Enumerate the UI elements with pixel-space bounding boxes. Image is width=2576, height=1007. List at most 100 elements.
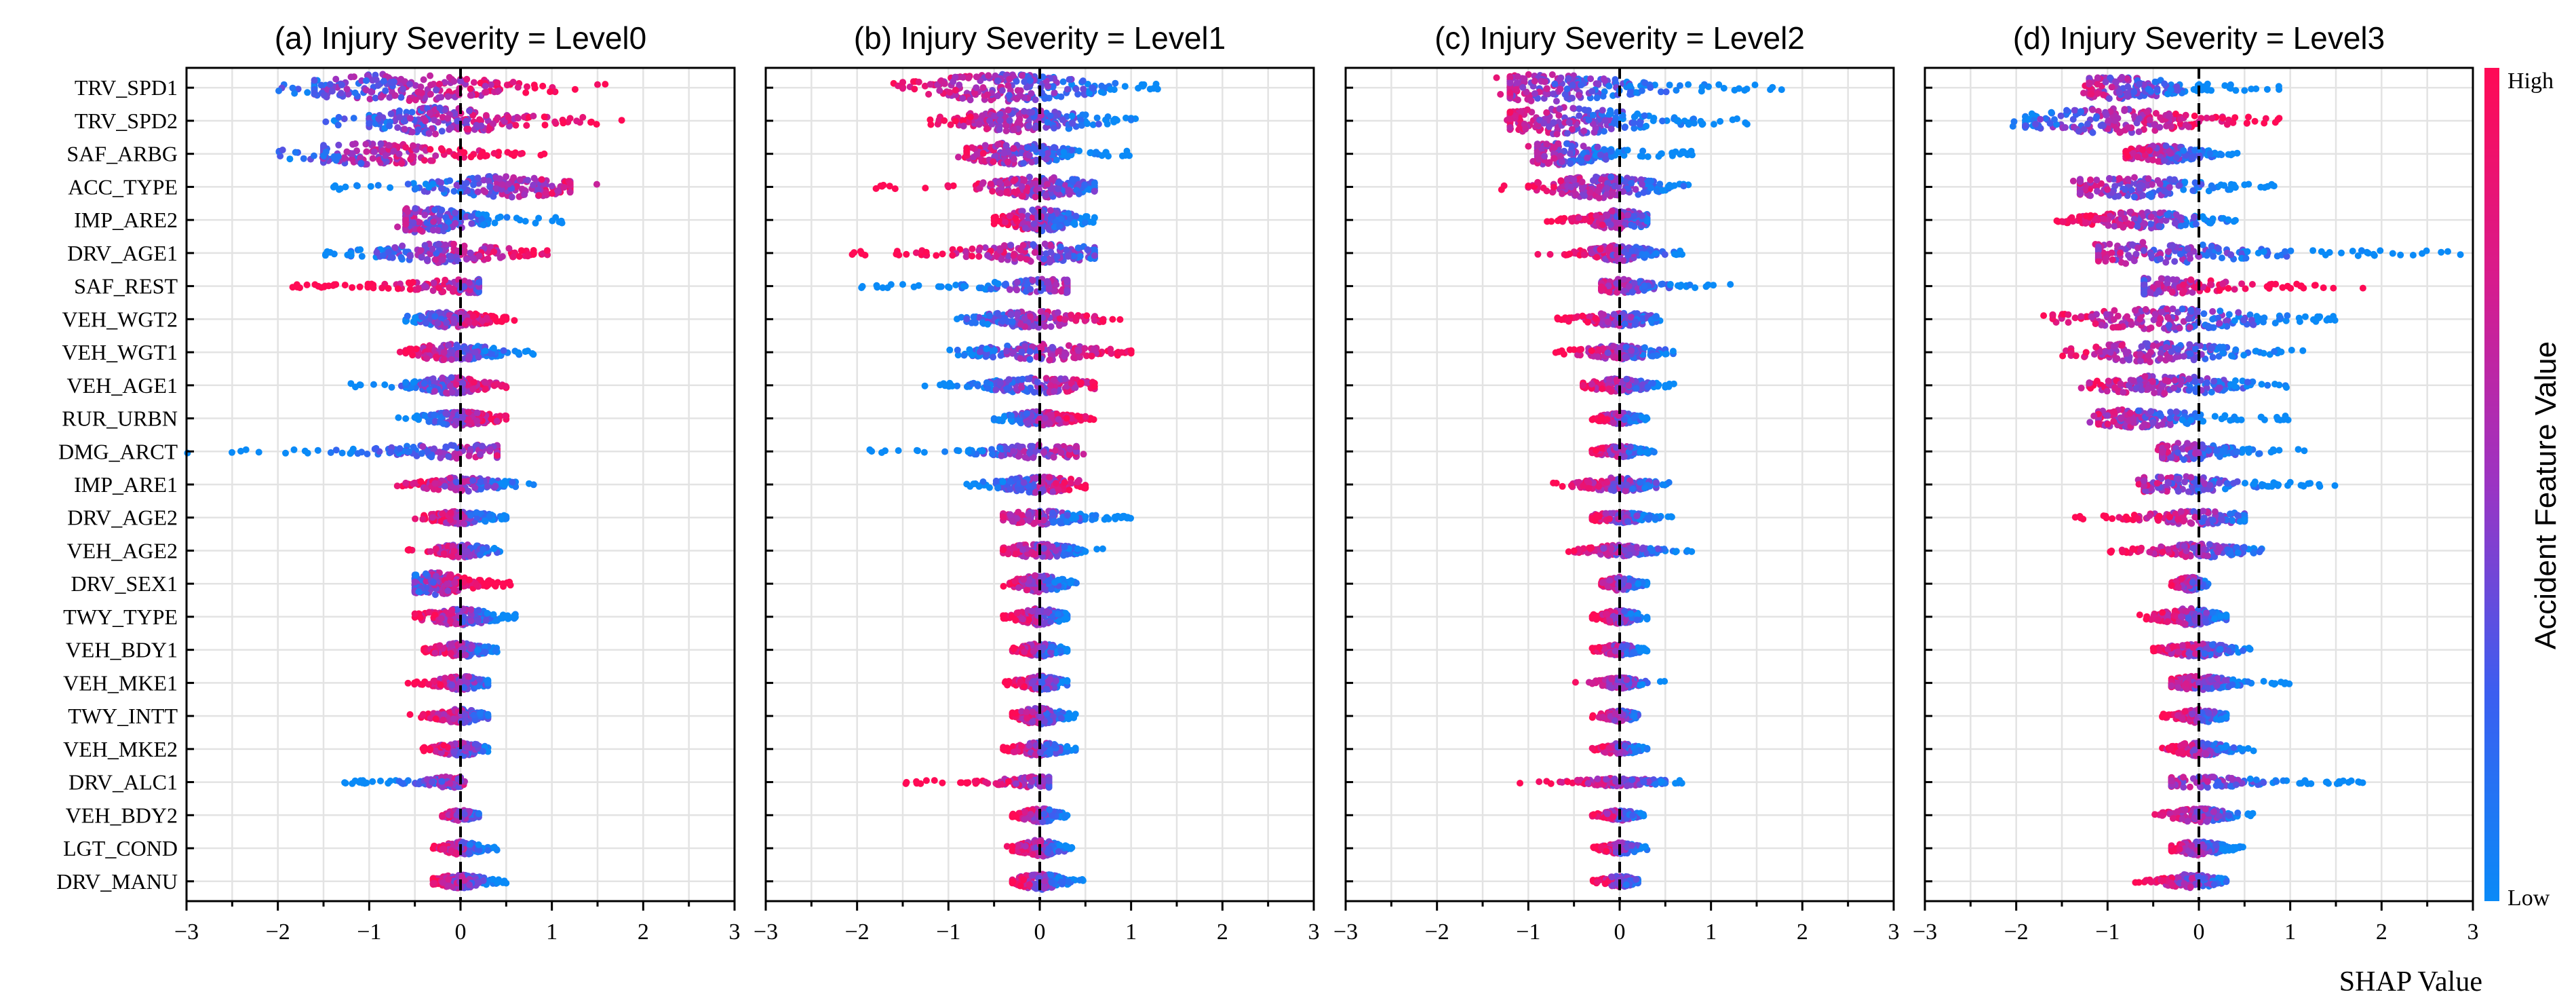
shap-point bbox=[279, 147, 286, 153]
shap-point bbox=[960, 123, 967, 130]
shap-point bbox=[378, 140, 385, 147]
feature-row-ACC_TYPE bbox=[330, 173, 600, 201]
shap-point bbox=[1053, 157, 1060, 164]
shap-point bbox=[483, 89, 490, 96]
shap-point bbox=[495, 214, 502, 221]
shap-point bbox=[397, 94, 404, 101]
shap-point bbox=[996, 218, 1002, 225]
shap-point bbox=[421, 76, 427, 83]
shap-point bbox=[447, 383, 454, 390]
shap-point bbox=[370, 282, 376, 288]
shap-point bbox=[530, 247, 537, 254]
shap-point bbox=[509, 194, 515, 201]
shap-point bbox=[463, 126, 470, 132]
shap-point bbox=[486, 183, 493, 190]
shap-point bbox=[448, 483, 455, 490]
shap-point bbox=[499, 514, 505, 521]
shap-point bbox=[1119, 153, 1126, 159]
shap-point bbox=[467, 92, 474, 99]
shap-point bbox=[408, 153, 415, 159]
shap-point bbox=[436, 81, 443, 88]
shap-point bbox=[452, 621, 459, 628]
shap-point bbox=[339, 450, 346, 457]
beeswarm-points bbox=[184, 71, 625, 891]
shap-point bbox=[452, 210, 458, 216]
shap-point bbox=[439, 813, 446, 820]
shap-point bbox=[1076, 191, 1082, 197]
shap-point bbox=[440, 717, 447, 723]
shap-point bbox=[490, 193, 496, 200]
shap-point bbox=[549, 183, 555, 189]
shap-point bbox=[427, 73, 433, 79]
shap-point bbox=[410, 444, 417, 451]
shap-point bbox=[967, 96, 974, 103]
shap-point bbox=[506, 245, 513, 252]
shap-point bbox=[405, 680, 412, 687]
shap-point bbox=[1019, 213, 1026, 220]
shap-point bbox=[490, 611, 497, 618]
shap-point bbox=[413, 415, 420, 421]
shap-point bbox=[503, 173, 509, 180]
shap-point bbox=[507, 582, 514, 588]
shap-point bbox=[380, 252, 387, 259]
shap-point bbox=[484, 711, 491, 718]
shap-point bbox=[375, 182, 382, 189]
shap-point bbox=[1082, 111, 1089, 118]
shap-point bbox=[323, 149, 330, 155]
shap-point bbox=[1064, 86, 1071, 93]
shap-point bbox=[343, 780, 349, 786]
shap-point bbox=[440, 879, 446, 886]
shap-point bbox=[473, 741, 480, 748]
shap-point bbox=[475, 618, 482, 624]
shap-point bbox=[445, 453, 452, 460]
shap-point bbox=[395, 415, 402, 421]
shap-point bbox=[398, 160, 405, 167]
shap-point bbox=[439, 128, 446, 134]
shap-point bbox=[965, 75, 972, 81]
shap-point bbox=[1047, 207, 1054, 214]
shap-point bbox=[469, 477, 476, 484]
shap-point bbox=[421, 157, 428, 164]
shap-point bbox=[1019, 72, 1026, 79]
shap-point bbox=[422, 117, 429, 124]
shap-point bbox=[406, 547, 412, 554]
shap-point bbox=[1005, 107, 1012, 113]
shap-point bbox=[980, 84, 987, 91]
shap-point bbox=[404, 313, 411, 320]
shap-point bbox=[364, 161, 370, 168]
x-tick-label: −2 bbox=[266, 919, 290, 945]
shap-point bbox=[256, 449, 262, 455]
shap-point bbox=[282, 450, 289, 457]
shap-point bbox=[985, 72, 992, 79]
feature-row-SAF_ARBG bbox=[955, 140, 1133, 168]
shap-point bbox=[531, 175, 538, 182]
shap-point bbox=[436, 449, 443, 455]
shap-point bbox=[572, 86, 579, 93]
shap-point bbox=[402, 415, 409, 422]
feature-row-VEH_MKE1 bbox=[405, 673, 492, 693]
shap-point bbox=[1059, 117, 1066, 124]
shap-point bbox=[469, 643, 475, 650]
shap-point bbox=[492, 482, 499, 489]
shap-point bbox=[450, 241, 457, 248]
shap-point bbox=[421, 282, 428, 289]
shap-point bbox=[1017, 92, 1023, 98]
shap-point bbox=[385, 780, 391, 786]
shap-point bbox=[487, 446, 494, 453]
shap-point bbox=[973, 84, 979, 91]
shap-point bbox=[427, 81, 434, 88]
shap-point bbox=[437, 642, 444, 649]
shap-point bbox=[243, 446, 250, 453]
shap-point bbox=[387, 449, 394, 455]
shap-point bbox=[405, 180, 412, 187]
shap-point bbox=[352, 140, 359, 147]
shap-point bbox=[1003, 142, 1010, 149]
shap-point bbox=[395, 286, 402, 292]
shap-point bbox=[477, 552, 484, 558]
shap-point bbox=[996, 126, 1003, 133]
shap-point bbox=[348, 73, 355, 80]
shap-point bbox=[475, 841, 482, 848]
shap-point bbox=[1051, 125, 1057, 132]
shap-point bbox=[502, 413, 509, 419]
